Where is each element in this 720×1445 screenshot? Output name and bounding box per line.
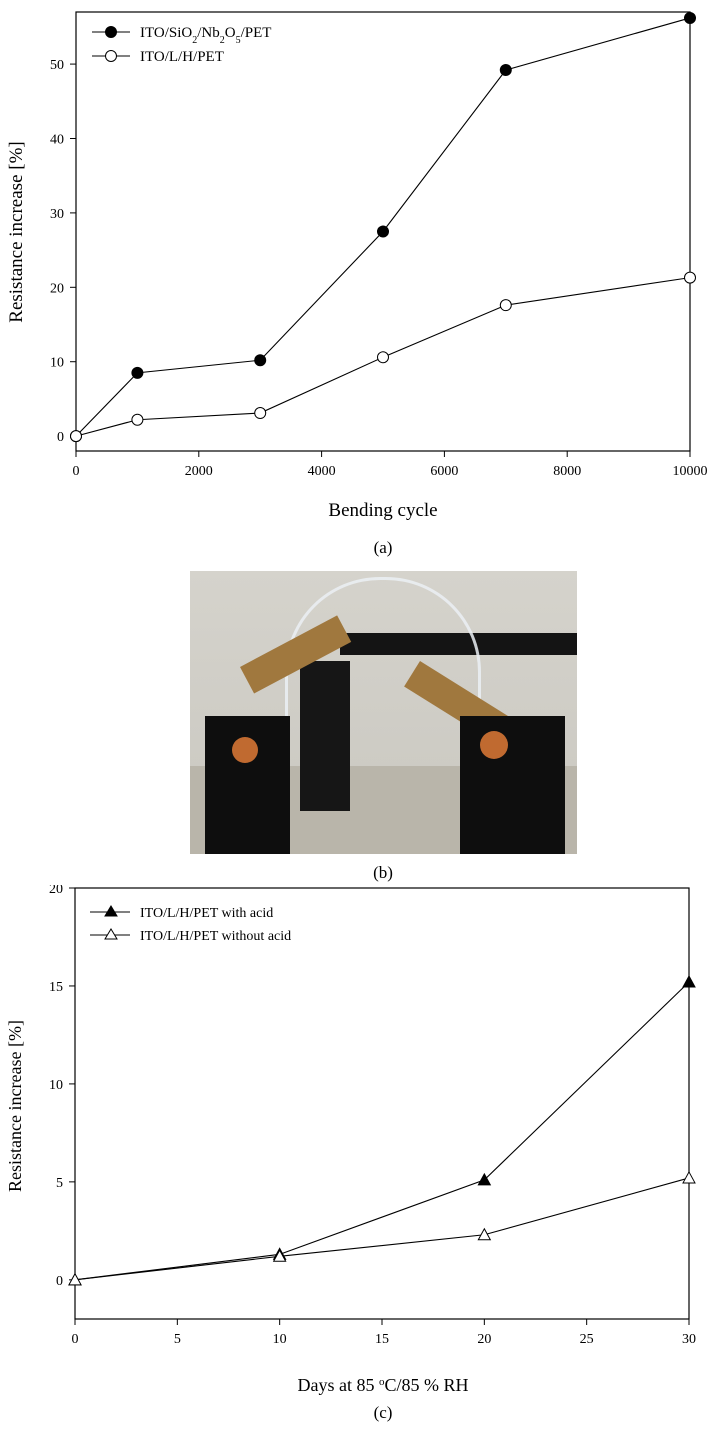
data-point (68, 1272, 82, 1286)
x-tick-label: 8000 (553, 464, 581, 479)
series-line-1 (74, 981, 690, 1281)
y-tick-label: 50 (50, 58, 64, 73)
chart-c: 0 5 10 15 20 0 5 10 15 20 25 30 ITO/L/H/PET with a… (5, 885, 696, 1422)
data-point (684, 271, 696, 284)
legend: ITO/SiO2/Nb2O5/PET ITO/L/H/PET (92, 25, 271, 65)
y-tick-label: 10 (49, 1078, 63, 1093)
y-tick-label: 5 (56, 1176, 63, 1191)
legend-label: ITO/L/H/PET with acid (140, 906, 273, 921)
legend-marker-filled-circle (105, 26, 117, 38)
data-point (682, 974, 696, 988)
x-tick-label: 6000 (430, 464, 458, 479)
data-point (499, 299, 512, 312)
y-axis-label: Resistance increase [%] (6, 141, 27, 322)
x-tick-label: 10000 (673, 464, 708, 479)
data-point (272, 1249, 287, 1262)
series-line-1 (75, 17, 691, 437)
data-point (477, 1227, 492, 1241)
data-point (70, 430, 82, 443)
y-tick-label: 20 (50, 281, 64, 296)
caption-b: (b) (373, 863, 393, 882)
series-line-2 (75, 277, 691, 437)
x-tick-label: 15 (375, 1332, 389, 1347)
y-tick-label: 10 (50, 356, 64, 371)
x-tick-label: 0 (73, 464, 80, 479)
legend-marker-open-triangle (104, 928, 118, 940)
legend-marker-filled-triangle (104, 905, 118, 917)
y-tick-label: 0 (57, 430, 64, 445)
data-point (254, 354, 267, 367)
x-tick-label: 0 (72, 1332, 79, 1347)
y-axis-label: Resistance increase [%] (5, 1020, 25, 1192)
data-point (684, 11, 696, 24)
x-tick-label: 30 (682, 1332, 696, 1347)
data-point (131, 366, 144, 379)
legend-label: ITO/L/H/PET without acid (140, 929, 291, 944)
data-point (682, 1170, 696, 1184)
data-point (377, 225, 389, 238)
legend-marker-open-circle (105, 50, 117, 62)
chart-a: 0 10 20 30 40 50 0 2000 4000 6000 8000 10000 ITO/S… (6, 11, 708, 557)
x-axis-label: Bending cycle (328, 500, 437, 521)
panel-caption: (c) (374, 1403, 393, 1422)
data-point (254, 407, 267, 420)
legend: ITO/L/H/PET with acid ITO/L/H/PET withou… (90, 905, 291, 944)
plot-frame (74, 887, 690, 1320)
plot-frame (75, 11, 691, 452)
x-tick-label: 5 (174, 1332, 181, 1347)
x-axis-label: Days at 85 oC/85 % RH (298, 1375, 469, 1395)
y-tick-label: 30 (50, 207, 64, 222)
data-point (131, 413, 144, 426)
x-tick-label: 4000 (308, 464, 336, 479)
data-point (377, 351, 389, 364)
legend-label: ITO/L/H/PET (140, 49, 224, 65)
legend-label: ITO/SiO2/Nb2O5/PET (140, 25, 271, 46)
panel-caption: (b) (373, 863, 393, 882)
x-tick-label: 20 (477, 1332, 491, 1347)
data-point (477, 1172, 492, 1186)
bending-test-photo (190, 571, 577, 854)
x-tick-label: 2000 (185, 464, 213, 479)
x-tick-label: 10 (273, 1332, 287, 1347)
series-line-2 (74, 1177, 690, 1281)
x-tick-label: 25 (580, 1332, 594, 1347)
y-tick-label: 15 (49, 980, 63, 995)
y-tick-label: 40 (50, 132, 64, 147)
data-point (499, 64, 512, 77)
panel-caption: (a) (374, 538, 393, 557)
y-tick-label: 0 (56, 1274, 63, 1289)
y-tick-label: 20 (49, 885, 63, 897)
